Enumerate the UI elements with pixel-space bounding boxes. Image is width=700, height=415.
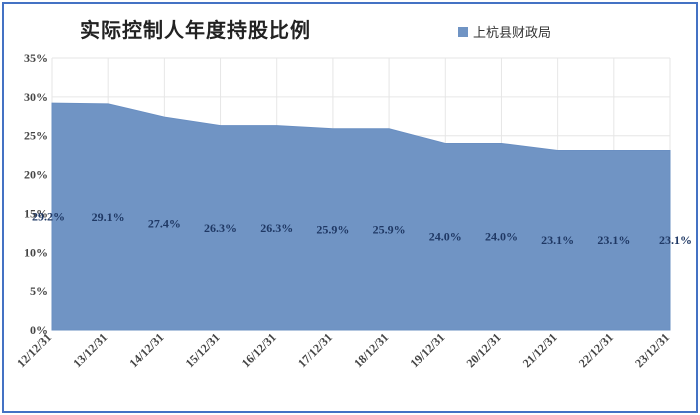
data-label: 27.4% [148, 217, 181, 231]
chart-title: 实际控制人年度持股比例 [80, 18, 311, 42]
x-tick-label: 18/12/31 [351, 330, 391, 370]
data-label: 24.0% [429, 230, 462, 244]
y-tick-label: 35% [24, 51, 48, 65]
y-tick-label: 20% [24, 168, 48, 182]
data-label: 25.9% [316, 222, 349, 236]
y-tick-label: 30% [24, 90, 48, 104]
data-label: 23.1% [541, 233, 574, 247]
area-series [51, 102, 671, 331]
data-label: 24.0% [485, 230, 518, 244]
data-label: 26.3% [260, 221, 293, 235]
legend: 上杭县财政局 [458, 22, 551, 41]
x-tick-label: 17/12/31 [295, 330, 335, 370]
x-tick-label: 13/12/31 [70, 330, 110, 370]
y-tick-label: 15% [24, 206, 48, 220]
data-label: 26.3% [204, 221, 237, 235]
legend-swatch [458, 26, 468, 37]
data-label: 29.1% [92, 210, 125, 224]
y-tick-label: 10% [24, 245, 48, 259]
x-tick-label: 14/12/31 [126, 330, 166, 370]
y-tick-label: 25% [24, 129, 48, 143]
legend-label: 上杭县财政局 [473, 26, 552, 41]
data-label: 25.9% [373, 222, 406, 236]
x-tick-label: 16/12/31 [239, 330, 279, 370]
x-tick-label: 20/12/31 [464, 330, 504, 370]
y-tick-label: 0% [30, 323, 48, 337]
x-tick-label: 22/12/31 [576, 330, 616, 370]
x-tick-label: 23/12/31 [632, 330, 672, 370]
x-tick-label: 21/12/31 [520, 330, 560, 370]
y-tick-label: 5% [30, 284, 48, 298]
x-tick-label: 15/12/31 [183, 330, 223, 370]
data-label: 29.2% [32, 210, 65, 224]
x-tick-label: 19/12/31 [407, 330, 447, 370]
data-label: 23.1% [597, 233, 630, 247]
data-label: 23.1% [659, 233, 692, 247]
